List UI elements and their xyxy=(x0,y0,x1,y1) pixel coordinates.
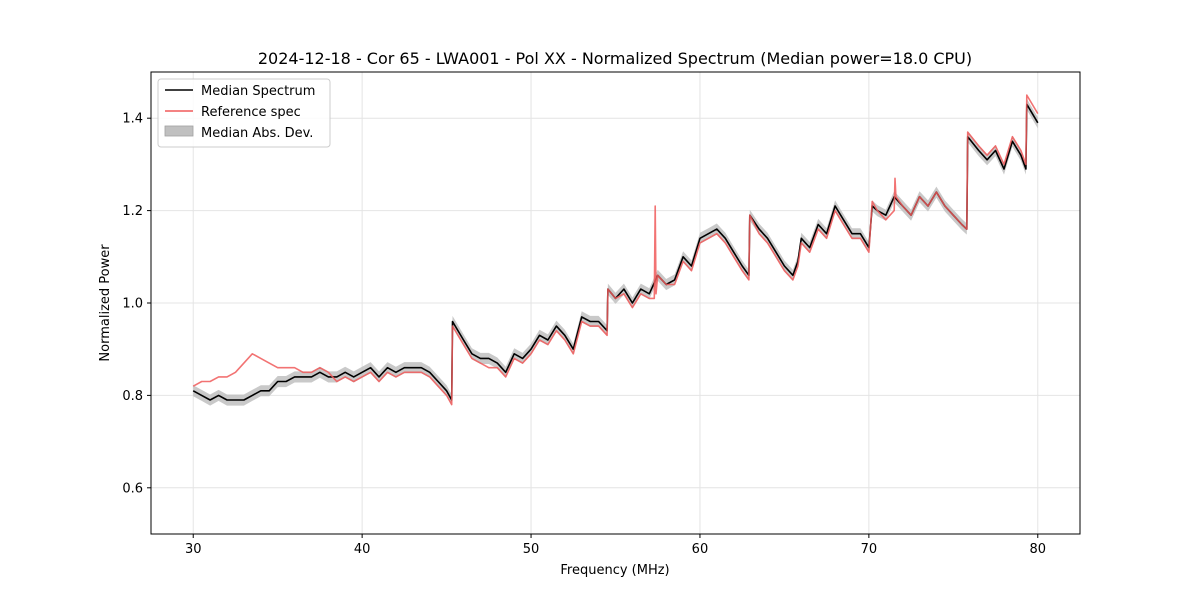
y-axis-label: Normalized Power xyxy=(98,244,113,362)
y-tick-label: 0.6 xyxy=(122,481,143,496)
x-tick-label: 30 xyxy=(185,542,202,557)
x-tick-label: 50 xyxy=(523,542,540,557)
y-tick-label: 1.4 xyxy=(122,112,143,127)
x-tick-label: 70 xyxy=(861,542,878,557)
grid-layer xyxy=(151,72,1080,534)
legend: Median Spectrum Reference spec Median Ab… xyxy=(157,78,331,148)
x-axis-label: Frequency (MHz) xyxy=(560,563,669,578)
chart-title: 2024-12-18 - Cor 65 - LWA001 - Pol XX - … xyxy=(258,49,972,68)
line-layer xyxy=(192,94,1039,406)
legend-mad-swatch xyxy=(164,125,194,137)
y-tick-label: 1.0 xyxy=(122,297,143,312)
legend-reference-label: Reference spec xyxy=(201,105,301,120)
legend-median-label: Median Spectrum xyxy=(201,84,315,99)
reference-spectrum-line xyxy=(192,94,1039,406)
tick-layer: 30 40 50 60 70 80 0.6 0.8 1.0 1.2 1.4 xyxy=(122,112,1046,557)
x-tick-label: 40 xyxy=(354,542,371,557)
y-tick-label: 0.8 xyxy=(122,389,143,404)
legend-mad-label: Median Abs. Dev. xyxy=(201,126,313,141)
legend-box xyxy=(157,78,331,148)
x-tick-label: 60 xyxy=(692,542,709,557)
y-tick-label: 1.2 xyxy=(122,204,143,219)
x-tick-label: 80 xyxy=(1029,542,1046,557)
